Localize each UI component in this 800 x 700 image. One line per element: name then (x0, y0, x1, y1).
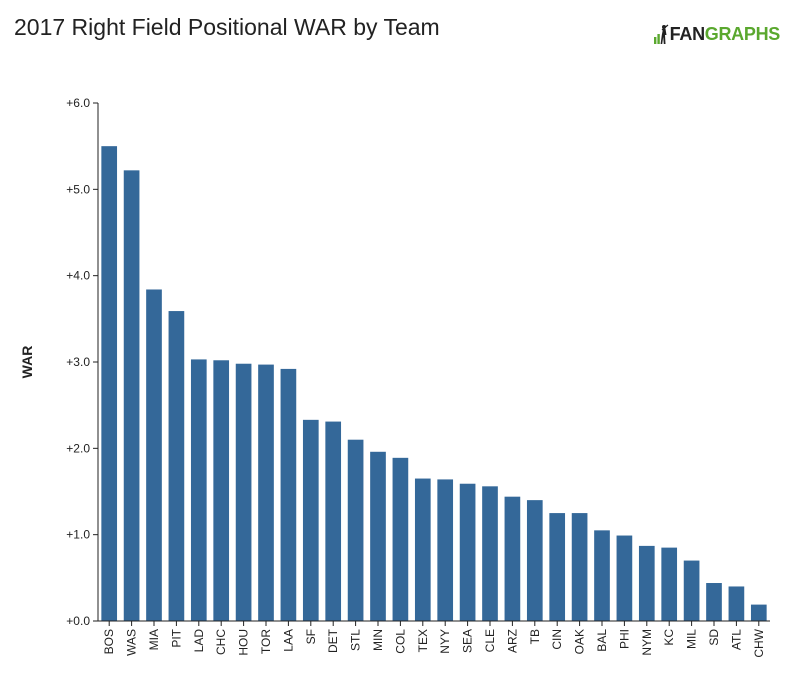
x-tick-label: TEX (416, 629, 430, 652)
bar-atl (728, 586, 745, 621)
x-tick-label: SD (707, 629, 721, 646)
bar-chc (213, 360, 230, 621)
y-tick-label: +2.0 (66, 441, 90, 455)
y-tick-label: +0.0 (66, 614, 90, 628)
bar-det (325, 421, 342, 621)
bar-mil (683, 560, 700, 621)
batter-icon (653, 24, 669, 44)
bar-lad (190, 359, 207, 621)
x-tick-label: TB (528, 629, 542, 644)
x-tick-label: STL (349, 629, 363, 651)
y-axis: +0.0 +1.0 +2.0 +3.0 +4.0 +5.0 +6.0 (66, 96, 99, 628)
x-tick-label: MIL (685, 629, 699, 649)
bar-mia (146, 289, 162, 621)
x-tick-label: KC (662, 629, 676, 646)
bar-phi (616, 535, 633, 621)
x-tick-label: CLE (483, 629, 497, 652)
x-tick-label: COL (393, 629, 407, 654)
bar-sea (459, 483, 476, 621)
bar-stl (347, 439, 364, 621)
bar-col (392, 457, 409, 621)
x-tick-label: BOS (102, 629, 116, 654)
bar-tor (258, 364, 274, 621)
bar-nyy (437, 479, 454, 621)
x-tick-label: CIN (550, 629, 564, 650)
x-tick-label: BAL (595, 629, 609, 652)
y-tick-label: +1.0 (66, 528, 90, 542)
bar-sd (706, 583, 722, 621)
x-axis: BOS WAS MIA PIT LAD CHC HOU TOR LAA SF DET STL MIN CO… (98, 620, 770, 658)
x-tick-label: MIN (371, 629, 385, 651)
bar-nym (638, 545, 655, 621)
bar-arz (504, 496, 521, 621)
x-tick-label: CHW (752, 628, 766, 657)
x-tick-label: NYM (640, 629, 654, 656)
x-tick-label: ARZ (505, 629, 519, 653)
y-tick-label: +5.0 (66, 182, 90, 196)
bar-cle (482, 486, 498, 621)
bar-kc (661, 547, 678, 621)
y-tick-label: +3.0 (66, 355, 90, 369)
chart-title: 2017 Right Field Positional WAR by Team (14, 14, 440, 40)
x-tick-label: PIT (169, 628, 183, 647)
bar-bos (101, 146, 118, 621)
bar-laa (280, 368, 297, 621)
bar-tb (526, 500, 543, 621)
x-tick-label: PHI (617, 629, 631, 649)
logo-text-fan: FAN (669, 23, 705, 44)
x-tick-label: SF (304, 629, 318, 644)
bar-bal (594, 530, 610, 621)
x-tick-label: WAS (125, 629, 139, 656)
x-tick-label: OAK (573, 629, 587, 654)
bar-hou (235, 363, 252, 621)
y-tick-label: +6.0 (66, 96, 90, 110)
x-tick-label: NYY (438, 629, 452, 654)
bar-chw (750, 604, 767, 621)
x-tick-label: LAD (192, 629, 206, 653)
x-tick-label: MIA (147, 629, 161, 650)
bars (101, 146, 767, 621)
x-tick-label: TOR (259, 629, 273, 654)
y-tick-label: +4.0 (66, 269, 90, 283)
bar-pit (168, 311, 185, 621)
x-tick-label: CHC (214, 629, 228, 655)
bar-cin (549, 513, 566, 621)
bar-min (370, 451, 386, 621)
fangraphs-logo: FAN GRAPHS (653, 22, 780, 46)
logo-text-graphs: GRAPHS (704, 23, 781, 44)
x-tick-label: ATL (729, 629, 743, 650)
y-axis-label: WAR (19, 346, 35, 379)
x-tick-label: LAA (281, 629, 295, 652)
x-tick-label: SEA (461, 629, 475, 653)
bar-oak (571, 513, 588, 621)
x-tick-label: HOU (237, 629, 251, 656)
bar-was (123, 170, 140, 621)
bar-sf (302, 419, 319, 621)
bar-tex (414, 478, 431, 621)
x-tick-label: DET (326, 628, 340, 653)
